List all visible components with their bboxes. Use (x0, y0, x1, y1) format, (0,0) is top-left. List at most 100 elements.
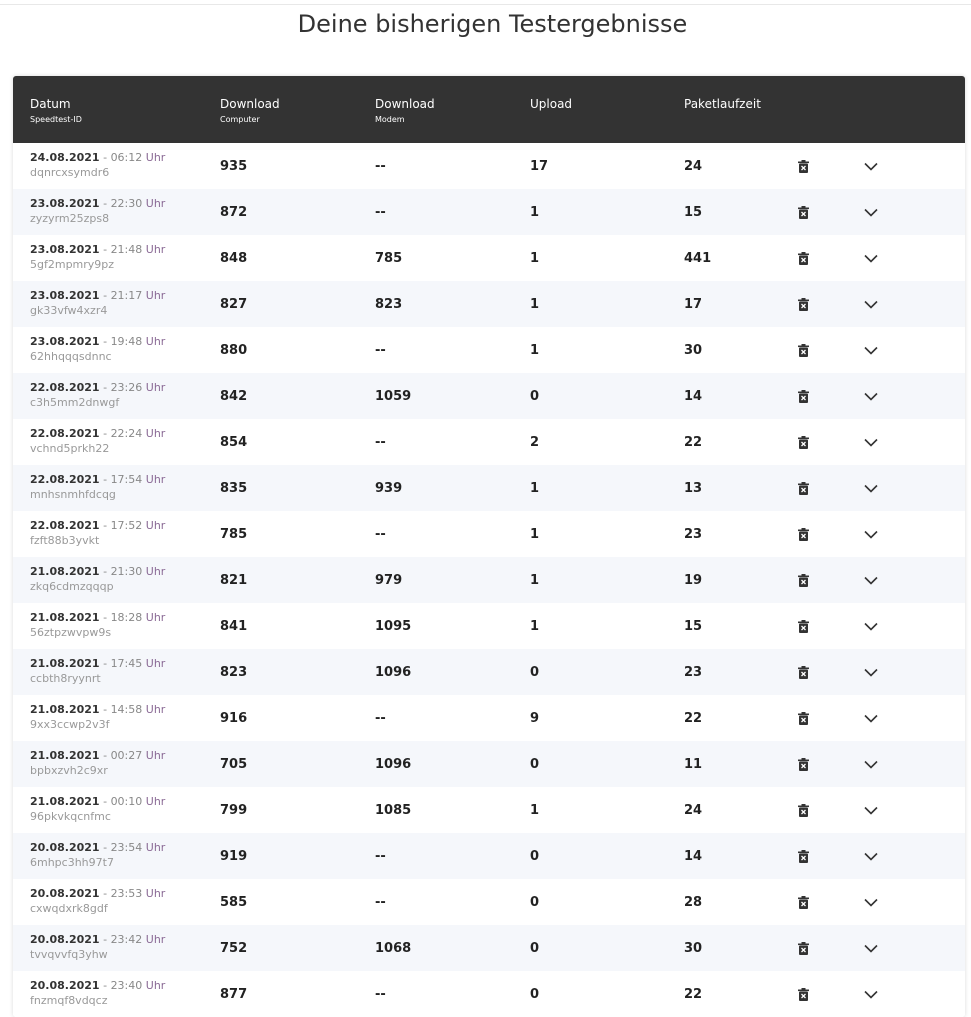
expand-button[interactable] (864, 189, 878, 235)
date-cell: 23.08.2021 - 19:48 Uhr 62hhqqqsdnnc (30, 334, 165, 364)
delete-button[interactable] (798, 189, 809, 235)
date-cell: 20.08.2021 - 23:40 Uhr fnzmqf8vdqcz (30, 978, 165, 1008)
chevron-down-icon (864, 852, 878, 861)
header-title: Datum (30, 97, 71, 111)
expand-button[interactable] (864, 327, 878, 373)
upload: 1 (530, 572, 540, 588)
table-row[interactable]: 23.08.2021 - 19:48 Uhr 62hhqqqsdnnc 880 -… (13, 327, 965, 373)
upload: 17 (530, 158, 549, 174)
table-row[interactable]: 22.08.2021 - 22:24 Uhr vchnd5prkh22 854 -… (13, 419, 965, 465)
expand-button[interactable] (864, 649, 878, 695)
upload: 0 (530, 848, 540, 864)
chevron-down-icon (864, 990, 878, 999)
expand-button[interactable] (864, 603, 878, 649)
delete-button[interactable] (798, 419, 809, 465)
expand-button[interactable] (864, 787, 878, 833)
expand-button[interactable] (864, 373, 878, 419)
date-cell: 23.08.2021 - 21:48 Uhr 5gf2mpmry9pz (30, 242, 165, 272)
delete-button[interactable] (798, 143, 809, 189)
delete-button[interactable] (798, 649, 809, 695)
delete-button[interactable] (798, 281, 809, 327)
delete-button[interactable] (798, 557, 809, 603)
date-cell: 20.08.2021 - 23:53 Uhr cxwqdxrk8gdf (30, 886, 165, 916)
table-row[interactable]: 20.08.2021 - 23:54 Uhr 6mhpc3hh97t7 919 -… (13, 833, 965, 879)
upload: 0 (530, 388, 540, 404)
chevron-down-icon (864, 622, 878, 631)
separator: - (99, 703, 111, 716)
header-title: Upload (530, 97, 573, 111)
chevron-down-icon (864, 346, 878, 355)
table-row[interactable]: 20.08.2021 - 23:42 Uhr tvvqvvfq3yhw 752 1… (13, 925, 965, 971)
trash-icon (798, 527, 809, 541)
time-suffix: Uhr (145, 565, 166, 578)
table-row[interactable]: 23.08.2021 - 21:48 Uhr 5gf2mpmry9pz 848 7… (13, 235, 965, 281)
test-time: 06:12 (110, 151, 143, 164)
ping: 22 (684, 710, 703, 726)
delete-button[interactable] (798, 511, 809, 557)
upload: 1 (530, 204, 540, 220)
expand-button[interactable] (864, 281, 878, 327)
expand-button[interactable] (864, 833, 878, 879)
download-computer: 841 (220, 618, 248, 634)
table-row[interactable]: 21.08.2021 - 18:28 Uhr 56ztpzwvpw9s 841 1… (13, 603, 965, 649)
expand-button[interactable] (864, 465, 878, 511)
delete-button[interactable] (798, 787, 809, 833)
expand-button[interactable] (864, 419, 878, 465)
table-row[interactable]: 20.08.2021 - 23:53 Uhr cxwqdxrk8gdf 585 -… (13, 879, 965, 925)
table-row[interactable]: 22.08.2021 - 23:26 Uhr c3h5mm2dnwgf 842 1… (13, 373, 965, 419)
date-cell: 21.08.2021 - 17:45 Uhr ccbth8ryynrt (30, 656, 165, 686)
table-row[interactable]: 21.08.2021 - 00:27 Uhr bpbxzvh2c9xr 705 1… (13, 741, 965, 787)
delete-button[interactable] (798, 327, 809, 373)
download-computer: 842 (220, 388, 248, 404)
delete-button[interactable] (798, 833, 809, 879)
table-row[interactable]: 21.08.2021 - 21:30 Uhr zkq6cdmzqqqp 821 9… (13, 557, 965, 603)
delete-button[interactable] (798, 373, 809, 419)
header-title: Download (375, 97, 435, 111)
expand-button[interactable] (864, 971, 878, 1017)
test-time: 23:26 (110, 381, 143, 394)
expand-button[interactable] (864, 511, 878, 557)
test-time: 23:54 (110, 841, 143, 854)
header-date[interactable]: Datum Speedtest-ID (30, 97, 82, 124)
expand-button[interactable] (864, 695, 878, 741)
delete-button[interactable] (798, 603, 809, 649)
ping: 13 (684, 480, 703, 496)
expand-button[interactable] (864, 925, 878, 971)
table-row[interactable]: 22.08.2021 - 17:54 Uhr mnhsnmhfdcqg 835 9… (13, 465, 965, 511)
table-row[interactable]: 21.08.2021 - 14:58 Uhr 9xx3ccwp2v3f 916 -… (13, 695, 965, 741)
table-row[interactable]: 21.08.2021 - 00:10 Uhr 96pkvkqcnfmc 799 1… (13, 787, 965, 833)
upload: 0 (530, 756, 540, 772)
delete-button[interactable] (798, 879, 809, 925)
expand-button[interactable] (864, 557, 878, 603)
expand-button[interactable] (864, 741, 878, 787)
time-suffix: Uhr (145, 335, 166, 348)
header-ping[interactable]: Paketlaufzeit (684, 97, 761, 111)
expand-button[interactable] (864, 143, 878, 189)
delete-button[interactable] (798, 465, 809, 511)
chevron-down-icon (864, 392, 878, 401)
table-row[interactable]: 24.08.2021 - 06:12 Uhr dqnrcxsymdr6 935 -… (13, 143, 965, 189)
delete-button[interactable] (798, 235, 809, 281)
expand-button[interactable] (864, 879, 878, 925)
header-download-modem[interactable]: Download Modem (375, 97, 435, 124)
delete-button[interactable] (798, 925, 809, 971)
table-row[interactable]: 23.08.2021 - 22:30 Uhr zyzyrm25zps8 872 -… (13, 189, 965, 235)
download-computer: 872 (220, 204, 248, 220)
header-upload[interactable]: Upload (530, 97, 572, 111)
separator: - (99, 565, 111, 578)
delete-button[interactable] (798, 741, 809, 787)
download-modem: 1095 (375, 618, 412, 634)
header-download-computer[interactable]: Download Computer (220, 97, 280, 124)
time-suffix: Uhr (145, 887, 166, 900)
expand-button[interactable] (864, 235, 878, 281)
download-computer: 919 (220, 848, 248, 864)
table-row[interactable]: 20.08.2021 - 23:40 Uhr fnzmqf8vdqcz 877 -… (13, 971, 965, 1017)
download-modem: -- (375, 204, 386, 220)
delete-button[interactable] (798, 695, 809, 741)
separator: - (99, 289, 111, 302)
table-row[interactable]: 23.08.2021 - 21:17 Uhr gk33vfw4xzr4 827 8… (13, 281, 965, 327)
delete-button[interactable] (798, 971, 809, 1017)
table-row[interactable]: 22.08.2021 - 17:52 Uhr fzft88b3yvkt 785 -… (13, 511, 965, 557)
table-row[interactable]: 21.08.2021 - 17:45 Uhr ccbth8ryynrt 823 1… (13, 649, 965, 695)
ping: 24 (684, 158, 703, 174)
